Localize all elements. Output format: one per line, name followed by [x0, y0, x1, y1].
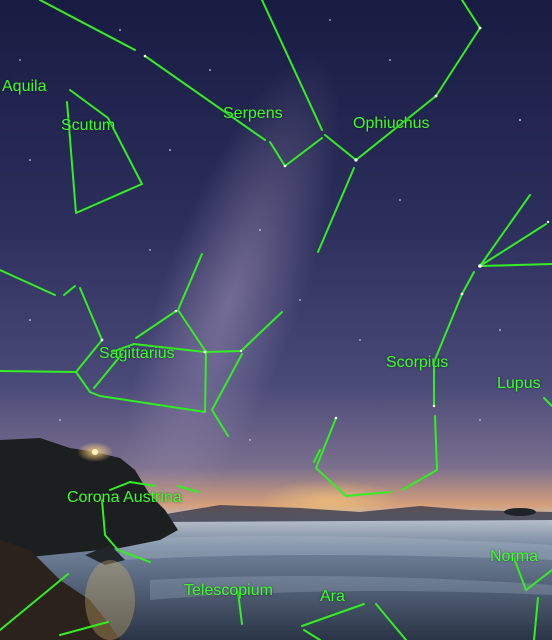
- norma-lines: [514, 558, 552, 640]
- scutum-lines: [67, 90, 142, 213]
- scorpius-lines: [314, 195, 552, 496]
- serpens-lines: [262, 0, 322, 166]
- label-ara: Ara: [320, 589, 345, 605]
- label-telescopium: Telescopium: [184, 583, 273, 599]
- label-aquila: Aquila: [2, 79, 46, 95]
- label-lupus: Lupus: [497, 376, 541, 392]
- lupus-lines: [544, 398, 552, 406]
- stars: [19, 19, 549, 440]
- label-serpens: Serpens: [223, 106, 283, 122]
- label-scutum: Scutum: [61, 118, 115, 134]
- ara-lines: [302, 604, 406, 640]
- label-sagittarius: Sagittarius: [99, 346, 175, 362]
- label-corona-austrina: Corona Austrina: [67, 490, 182, 506]
- label-ophiuchus: Ophiuchus: [353, 116, 430, 132]
- label-norma: Norma: [490, 549, 538, 565]
- label-scorpius: Scorpius: [386, 355, 448, 371]
